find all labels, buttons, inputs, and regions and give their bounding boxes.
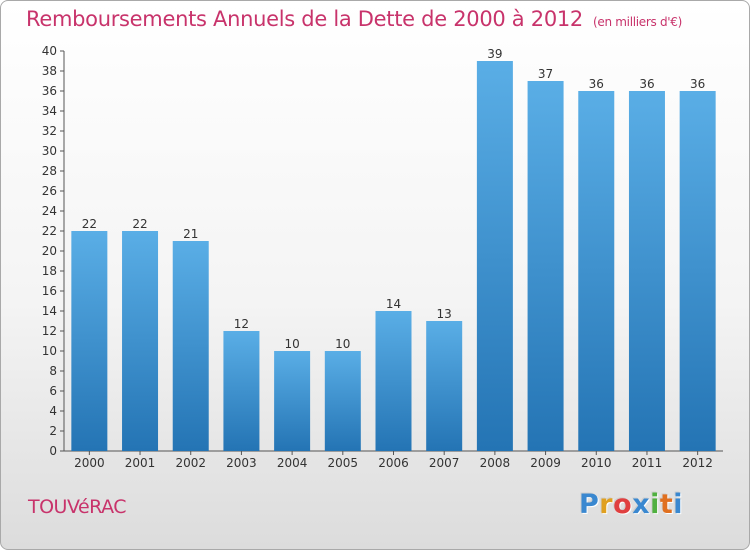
x-tick-label: 2004: [277, 456, 308, 470]
logo-letter: t: [659, 489, 674, 520]
x-tick-label: 2010: [581, 456, 612, 470]
x-tick-label: 2003: [226, 456, 257, 470]
commune-name: TOUVéRAC: [28, 496, 127, 518]
chart-axes: 0246810121416182022242628303234363840200…: [42, 44, 723, 470]
data-label: 13: [437, 307, 452, 321]
data-label: 10: [284, 337, 299, 351]
y-tick-label: 2: [49, 424, 57, 438]
bar: [324, 351, 361, 451]
x-tick-label: 2012: [682, 456, 713, 470]
logo-letter: r: [599, 489, 614, 520]
x-tick-label: 2007: [429, 456, 460, 470]
bar: [628, 91, 665, 451]
x-tick-label: 2011: [632, 456, 663, 470]
bar: [527, 81, 564, 451]
y-tick-label: 16: [42, 284, 57, 298]
bar: [476, 61, 513, 451]
y-tick-label: 36: [42, 84, 57, 98]
data-label: 36: [589, 77, 604, 91]
chart-bars: [71, 61, 716, 451]
x-tick-label: 2000: [74, 456, 105, 470]
x-tick-label: 2006: [378, 456, 409, 470]
data-label: 21: [183, 227, 198, 241]
chart-unit: (en milliers d'€): [593, 15, 683, 29]
x-tick-label: 2008: [480, 456, 511, 470]
y-tick-label: 20: [42, 244, 57, 258]
x-tick-label: 2009: [530, 456, 561, 470]
chart-title-text: Remboursements Annuels de la Dette de 20…: [26, 7, 583, 31]
y-tick-label: 8: [49, 364, 57, 378]
data-label: 36: [690, 77, 705, 91]
x-tick-label: 2001: [125, 456, 156, 470]
y-tick-label: 4: [49, 404, 57, 418]
y-tick-label: 6: [49, 384, 57, 398]
bar: [426, 321, 463, 451]
bar: [172, 241, 209, 451]
proxiti-logo: Proxiti: [579, 489, 683, 520]
x-tick-label: 2002: [175, 456, 206, 470]
data-label: 10: [335, 337, 350, 351]
y-tick-label: 34: [42, 104, 57, 118]
chart-title: Remboursements Annuels de la Dette de 20…: [26, 7, 682, 31]
chart-data-labels: 22 22 21 12 10 10 14 13 39 37 36 36 36: [82, 47, 706, 351]
bar: [122, 231, 159, 451]
y-tick-label: 26: [42, 184, 57, 198]
bar: [679, 91, 716, 451]
y-tick-label: 40: [42, 44, 57, 58]
data-label: 39: [487, 47, 502, 61]
logo-letter: x: [632, 489, 651, 520]
logo-letter: P: [579, 489, 600, 520]
logo-letter: o: [613, 489, 633, 520]
y-tick-label: 0: [49, 444, 57, 458]
y-tick-label: 10: [42, 344, 57, 358]
data-label: 12: [234, 317, 249, 331]
logo-letter: i: [650, 489, 660, 520]
y-tick-label: 24: [42, 204, 57, 218]
bar: [578, 91, 615, 451]
y-tick-label: 14: [42, 304, 57, 318]
y-tick-label: 18: [42, 264, 57, 278]
y-tick-label: 38: [42, 64, 57, 78]
data-label: 36: [639, 77, 654, 91]
y-tick-label: 30: [42, 144, 57, 158]
data-label: 22: [82, 217, 97, 231]
x-tick-label: 2005: [328, 456, 359, 470]
data-label: 37: [538, 67, 553, 81]
y-tick-label: 12: [42, 324, 57, 338]
y-tick-label: 28: [42, 164, 57, 178]
bar: [71, 231, 108, 451]
data-label: 14: [386, 297, 401, 311]
y-tick-label: 22: [42, 224, 57, 238]
y-tick-label: 32: [42, 124, 57, 138]
data-label: 22: [132, 217, 147, 231]
logo-letter: i: [673, 489, 684, 520]
bar: [223, 331, 260, 451]
bar: [375, 311, 412, 451]
bar: [274, 351, 311, 451]
